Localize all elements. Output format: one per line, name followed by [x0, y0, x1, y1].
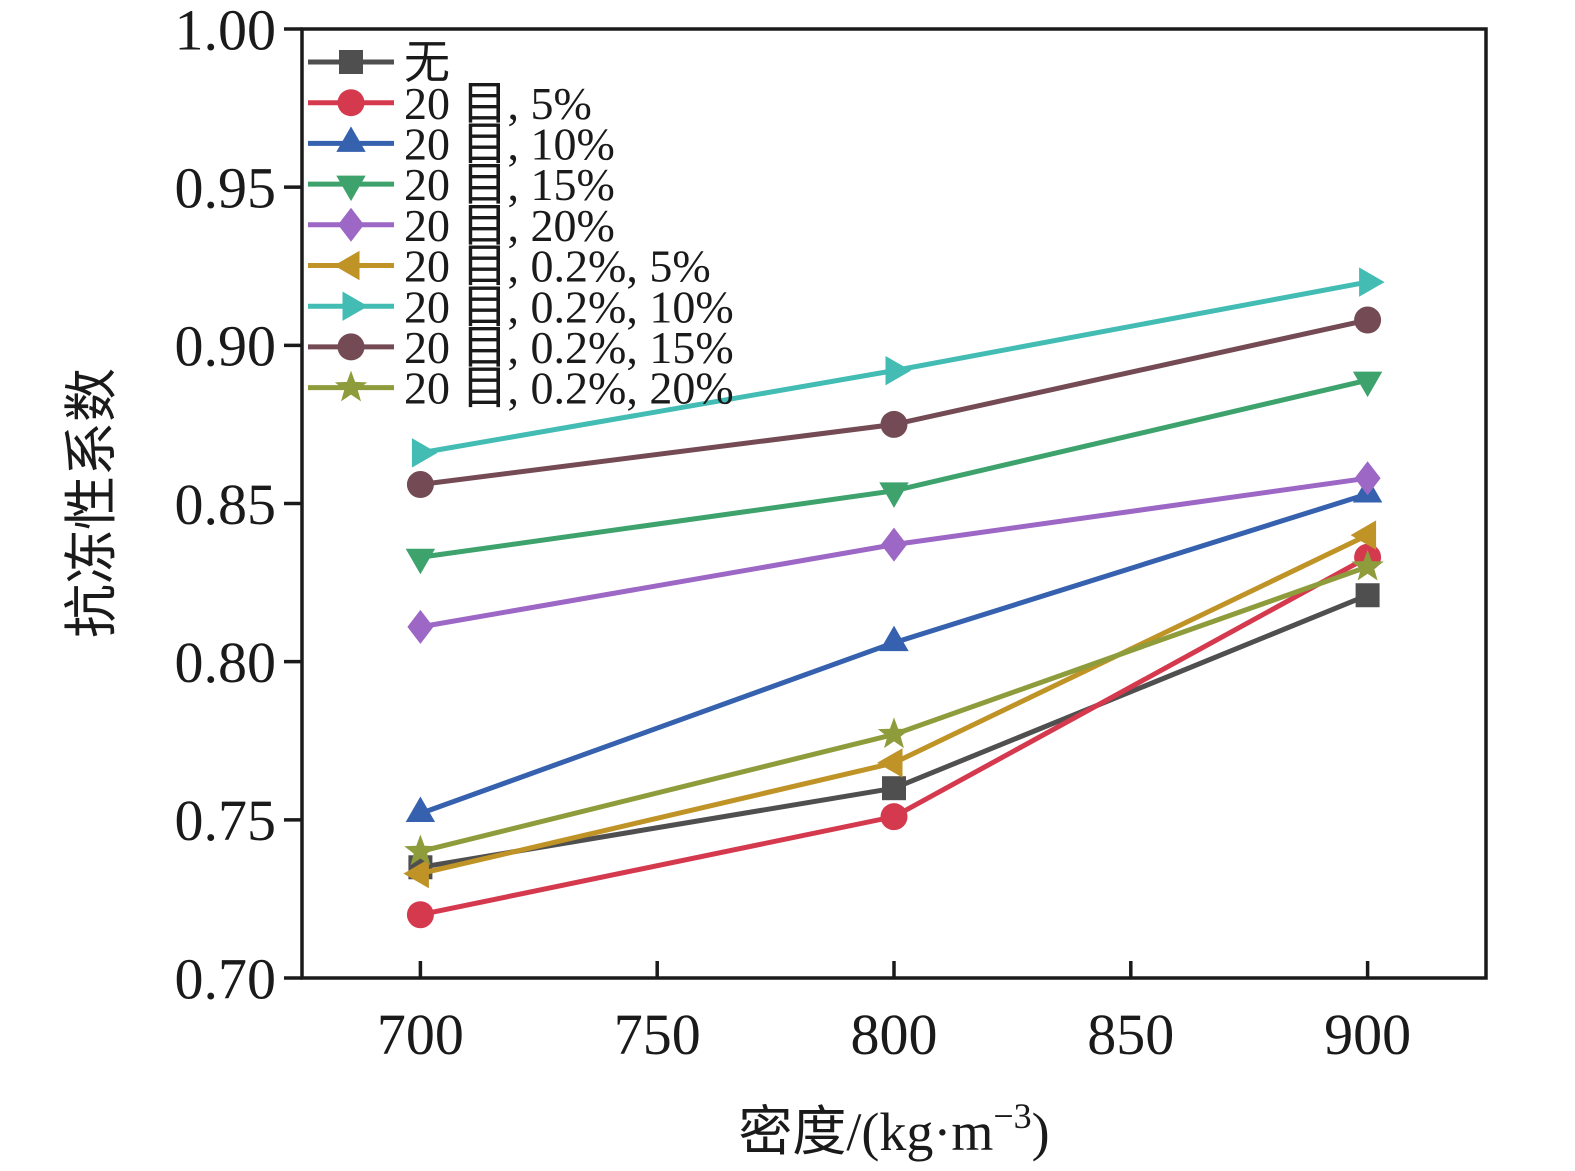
legend-item: 20 目, 10%: [308, 119, 615, 170]
legend-marker-icon: [337, 89, 365, 117]
series-3: [405, 371, 1383, 575]
series-marker: [1352, 371, 1383, 398]
legend-item: 20 目, 0.2%, 10%: [308, 281, 734, 332]
series-marker: [1359, 267, 1385, 297]
series-marker: [1355, 583, 1380, 608]
legend-item: 无: [308, 37, 450, 88]
legend-item: 20 目, 0.2%, 20%: [308, 363, 734, 414]
series-6: [411, 267, 1385, 468]
legend-item-label: 20 目, 0.2%, 10%: [404, 281, 734, 332]
series-marker: [877, 717, 911, 749]
legend-item: 20 目, 0.2%, 5%: [308, 241, 711, 292]
series-7: [406, 306, 1382, 499]
y-tick-label: 1.00: [175, 0, 277, 62]
legend-marker-icon: [342, 291, 368, 321]
series-marker: [879, 482, 909, 508]
legend-item: 20 目, 0.2%, 15%: [308, 322, 734, 373]
y-tick-label: 0.95: [175, 155, 277, 220]
y-tick-label: 0.75: [175, 788, 277, 853]
legend-item: 20 目, 5%: [308, 78, 592, 129]
legend-item-label: 无: [404, 37, 450, 88]
series-marker: [1350, 520, 1377, 550]
y-tick-label: 0.85: [175, 472, 277, 537]
legend-marker-icon: [338, 207, 364, 242]
legend-item-label: 20 目, 0.2%, 5%: [404, 241, 711, 292]
legend-item-label: 20 目, 20%: [404, 200, 615, 251]
legend-marker-icon: [336, 126, 366, 152]
series-marker: [1354, 461, 1381, 496]
legend-marker-icon: [337, 333, 365, 361]
series-marker: [1351, 549, 1384, 581]
series-marker: [885, 355, 911, 386]
series-marker: [880, 410, 908, 438]
series-marker: [881, 527, 907, 562]
series-marker: [407, 609, 434, 644]
series-marker: [404, 834, 437, 866]
series-marker: [406, 471, 434, 499]
series-8: [404, 549, 1384, 866]
series-marker: [405, 796, 436, 823]
series-marker: [877, 748, 903, 778]
x-tick-label: 900: [1324, 1002, 1411, 1067]
series-marker: [403, 858, 429, 889]
series-marker: [1354, 306, 1382, 334]
x-tick-label: 700: [377, 1002, 464, 1067]
series-marker: [880, 803, 908, 831]
series-marker: [879, 625, 909, 652]
legend-marker-icon: [336, 175, 366, 202]
x-tick-label: 850: [1087, 1002, 1174, 1067]
legend-marker-icon: [334, 250, 360, 281]
legend-item-label: 20 目, 0.2%, 20%: [404, 363, 734, 414]
legend-item: 20 目, 15%: [308, 159, 615, 210]
y-tick-label: 0.90: [175, 314, 277, 379]
x-tick-label: 750: [614, 1002, 701, 1067]
series-marker: [405, 548, 436, 575]
series-marker: [882, 776, 906, 801]
series-marker: [406, 901, 434, 929]
legend-item: 20 目, 20%: [308, 200, 615, 251]
x-axis-title: 密度/(kg·m−3): [738, 1096, 1049, 1162]
series-4: [407, 461, 1381, 644]
legend-item-label: 20 目, 5%: [404, 78, 592, 129]
y-axis-title: 抗冻性系数: [62, 368, 122, 638]
x-tick-label: 800: [851, 1002, 938, 1067]
legend-item-label: 20 目, 15%: [404, 159, 615, 210]
legend-item-label: 20 目, 0.2%, 15%: [404, 322, 734, 373]
series-marker: [411, 438, 438, 468]
y-tick-label: 0.70: [175, 946, 277, 1011]
legend-marker-icon: [339, 50, 363, 74]
legend-marker-icon: [334, 370, 368, 402]
y-tick-label: 0.80: [175, 630, 277, 695]
series-5: [403, 520, 1377, 889]
legend-item-label: 20 目, 10%: [404, 119, 615, 170]
